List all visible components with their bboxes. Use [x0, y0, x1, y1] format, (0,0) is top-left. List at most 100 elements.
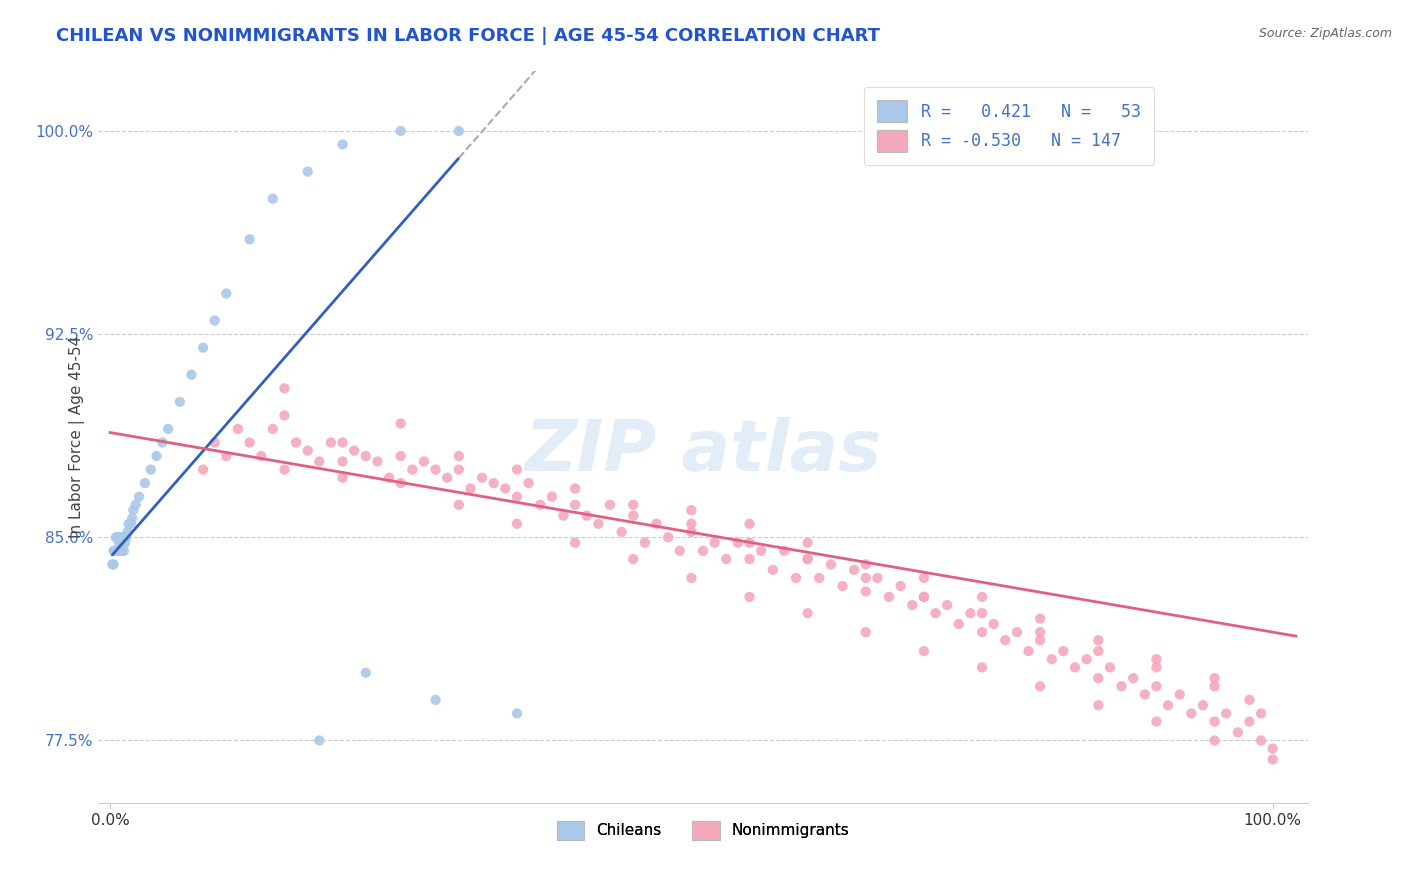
- Point: [354, 449, 377, 463]
- Point: [1005, 625, 1028, 640]
- Point: [120, 516, 142, 531]
- Point: [425, 693, 447, 707]
- Point: [118, 516, 141, 531]
- Point: [134, 476, 156, 491]
- Point: [122, 503, 145, 517]
- Point: [104, 544, 127, 558]
- Point: [250, 449, 273, 463]
- Point: [169, 395, 191, 409]
- Point: [959, 606, 981, 620]
- Point: [447, 449, 470, 463]
- Point: [681, 503, 703, 517]
- Point: [262, 422, 284, 436]
- Point: [994, 633, 1017, 648]
- Point: [110, 535, 132, 549]
- Point: [1076, 652, 1098, 666]
- Point: [1261, 752, 1284, 766]
- Point: [749, 544, 772, 558]
- Point: [1029, 611, 1052, 625]
- Point: [610, 524, 633, 539]
- Point: [239, 232, 262, 246]
- Point: [103, 544, 125, 558]
- Point: [297, 443, 319, 458]
- Point: [796, 535, 818, 549]
- Point: [319, 435, 342, 450]
- Point: [121, 511, 143, 525]
- Point: [738, 535, 761, 549]
- Point: [112, 544, 135, 558]
- Point: [101, 558, 124, 572]
- Point: [1122, 671, 1144, 685]
- Point: [111, 538, 134, 552]
- Point: [1029, 679, 1052, 693]
- Point: [983, 617, 1005, 632]
- Point: [970, 625, 993, 640]
- Point: [681, 524, 703, 539]
- Point: [703, 535, 725, 549]
- Point: [970, 590, 993, 604]
- Point: [553, 508, 575, 523]
- Point: [506, 462, 529, 476]
- Point: [215, 449, 238, 463]
- Point: [1018, 644, 1040, 658]
- Point: [115, 530, 138, 544]
- Point: [482, 476, 505, 491]
- Text: CHILEAN VS NONIMMIGRANTS IN LABOR FORCE | AGE 45-54 CORRELATION CHART: CHILEAN VS NONIMMIGRANTS IN LABOR FORCE …: [56, 27, 880, 45]
- Point: [1144, 679, 1167, 693]
- Point: [332, 137, 354, 152]
- Point: [621, 508, 644, 523]
- Point: [912, 590, 935, 604]
- Point: [912, 590, 935, 604]
- Point: [599, 498, 621, 512]
- Point: [716, 552, 738, 566]
- Point: [108, 544, 131, 558]
- Point: [657, 530, 679, 544]
- Point: [108, 530, 131, 544]
- Point: [1157, 698, 1180, 713]
- Point: [104, 544, 127, 558]
- Point: [901, 598, 924, 612]
- Point: [111, 544, 134, 558]
- Point: [308, 733, 330, 747]
- Point: [150, 435, 173, 450]
- Point: [105, 544, 128, 558]
- Point: [1204, 714, 1226, 729]
- Point: [1226, 725, 1249, 739]
- Point: [1029, 633, 1052, 648]
- Point: [564, 498, 586, 512]
- Point: [877, 590, 900, 604]
- Point: [401, 462, 423, 476]
- Point: [145, 449, 167, 463]
- Point: [1098, 660, 1121, 674]
- Point: [621, 498, 644, 512]
- Point: [506, 516, 529, 531]
- Point: [128, 490, 150, 504]
- Point: [588, 516, 610, 531]
- Point: [692, 544, 714, 558]
- Point: [1133, 688, 1156, 702]
- Point: [273, 462, 295, 476]
- Point: [575, 508, 598, 523]
- Point: [820, 558, 842, 572]
- Point: [1029, 625, 1052, 640]
- Point: [297, 164, 319, 178]
- Point: [460, 482, 482, 496]
- Point: [447, 124, 470, 138]
- Point: [191, 462, 214, 476]
- Point: [855, 625, 877, 640]
- Point: [831, 579, 853, 593]
- Point: [1239, 714, 1261, 729]
- Point: [204, 313, 226, 327]
- Point: [117, 524, 139, 539]
- Point: [924, 606, 946, 620]
- Point: [540, 490, 562, 504]
- Point: [1111, 679, 1133, 693]
- Point: [936, 598, 959, 612]
- Point: [517, 476, 540, 491]
- Point: [785, 571, 807, 585]
- Point: [191, 341, 214, 355]
- Y-axis label: In Labor Force | Age 45-54: In Labor Force | Age 45-54: [69, 336, 84, 538]
- Point: [1052, 644, 1074, 658]
- Point: [668, 544, 690, 558]
- Point: [1087, 644, 1109, 658]
